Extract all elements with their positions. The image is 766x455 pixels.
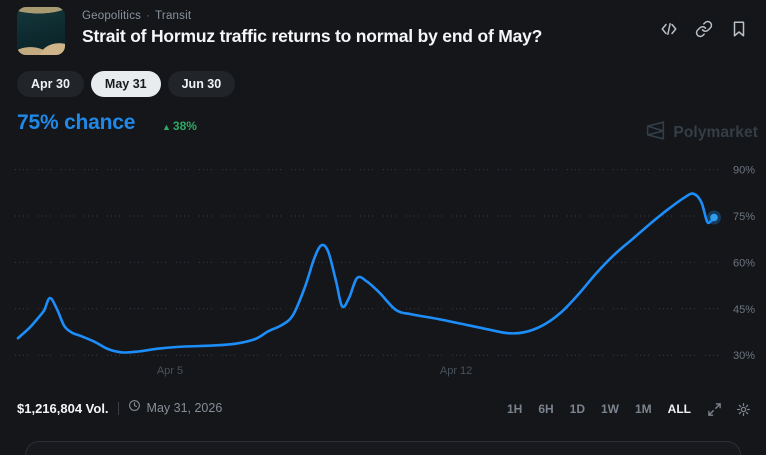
market-stats: $1,216,804 Vol. May 31, 2026 xyxy=(17,399,222,417)
header-actions xyxy=(660,19,750,39)
breadcrumb-separator: · xyxy=(146,10,151,22)
divider xyxy=(117,401,119,415)
range-1h[interactable]: 1H xyxy=(502,398,527,420)
y-axis-tick-label: 30% xyxy=(733,350,755,362)
x-axis-tick-label: Apr 12 xyxy=(440,365,472,377)
breadcrumb-category[interactable]: Geopolitics xyxy=(82,10,142,22)
polymarket-watermark: Polymarket xyxy=(645,120,758,146)
probability-value: 75% chance xyxy=(17,111,136,134)
delta-up-icon: ▲ xyxy=(162,122,171,132)
embed-code-icon xyxy=(660,20,680,38)
polymarket-logo-icon xyxy=(645,120,666,146)
x-axis-tick-label: Apr 5 xyxy=(157,365,183,377)
y-axis-tick-label: 45% xyxy=(733,304,755,316)
endpoint-dot xyxy=(710,213,718,222)
tab-may-31[interactable]: May 31 xyxy=(90,71,161,97)
copy-link-button[interactable] xyxy=(695,19,715,39)
y-axis-tick-label: 90% xyxy=(733,165,755,177)
expand-chart-button[interactable] xyxy=(704,399,725,420)
time-range-selector: 1H 6H 1D 1W 1M ALL xyxy=(502,398,754,420)
tab-apr-30[interactable]: Apr 30 xyxy=(17,71,84,97)
probability-line xyxy=(16,192,716,354)
breadcrumb: Geopolitics · Transit xyxy=(82,10,191,22)
range-1m[interactable]: 1M xyxy=(630,398,657,420)
outcome-tabs: Apr 30 May 31 Jun 30 xyxy=(17,71,236,97)
y-axis-tick-label: 60% xyxy=(733,257,755,269)
range-all[interactable]: ALL xyxy=(663,398,696,420)
chart-settings-button[interactable] xyxy=(733,399,754,420)
bookmark-icon xyxy=(730,20,750,38)
expand-icon xyxy=(707,402,722,417)
clock-icon xyxy=(128,399,141,417)
page-title: Strait of Hormuz traffic returns to norm… xyxy=(82,26,543,46)
breadcrumb-subcategory[interactable]: Transit xyxy=(155,10,192,22)
market-thumbnail xyxy=(17,7,65,55)
volume-label: $1,216,804 Vol. xyxy=(17,400,109,416)
probability-delta: ▲ 38% xyxy=(162,119,197,133)
range-6h[interactable]: 6H xyxy=(533,398,558,420)
next-section-card-edge xyxy=(25,441,741,455)
polymarket-wordmark: Polymarket xyxy=(673,124,758,141)
range-1w[interactable]: 1W xyxy=(596,398,624,420)
range-1d[interactable]: 1D xyxy=(565,398,590,420)
y-axis-tick-label: 75% xyxy=(733,211,755,223)
end-date-group: May 31, 2026 xyxy=(128,399,223,417)
bookmark-button[interactable] xyxy=(730,19,750,39)
gear-icon xyxy=(736,402,751,417)
tab-jun-30[interactable]: Jun 30 xyxy=(167,71,236,97)
end-date: May 31, 2026 xyxy=(146,401,223,415)
copy-link-icon xyxy=(695,20,715,38)
embed-code-button[interactable] xyxy=(660,19,680,39)
probability-chart[interactable]: 90% 75% 60% 45% 30% Apr 5 Apr 12 xyxy=(0,155,766,390)
delta-value: 38% xyxy=(172,119,197,133)
